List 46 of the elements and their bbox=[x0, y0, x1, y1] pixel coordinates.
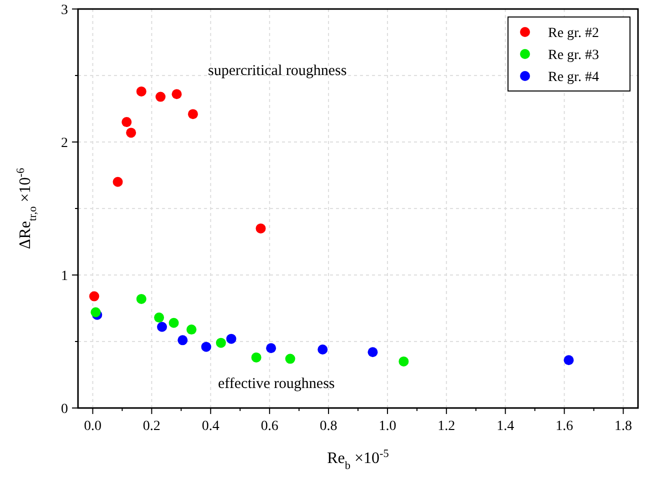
annotation: supercritical roughness bbox=[208, 63, 347, 79]
legend-label: Re gr. #2 bbox=[548, 26, 599, 41]
y-tick-label: 0 bbox=[61, 402, 68, 417]
x-tick-label: 1.2 bbox=[438, 419, 456, 434]
point bbox=[564, 355, 574, 366]
x-tick-label: 1.4 bbox=[496, 419, 514, 434]
point bbox=[285, 354, 296, 364]
point bbox=[90, 307, 101, 318]
point bbox=[178, 335, 188, 346]
point bbox=[368, 347, 378, 358]
x-tick-label: 0.4 bbox=[202, 419, 220, 434]
x-tick-label: 1.0 bbox=[378, 419, 396, 434]
x-tick-label: 1.6 bbox=[556, 419, 574, 434]
point bbox=[226, 334, 236, 344]
point bbox=[398, 356, 409, 366]
annotation: effective roughness bbox=[218, 376, 335, 392]
point bbox=[154, 312, 164, 323]
legend-label: Re gr. #3 bbox=[548, 48, 599, 63]
x-tick-label: 1.8 bbox=[614, 419, 632, 434]
point bbox=[168, 318, 179, 328]
x-tick-label: 0.8 bbox=[320, 419, 338, 434]
y-tick-label: 3 bbox=[61, 3, 68, 18]
point bbox=[318, 344, 328, 354]
y-tick-label: 1 bbox=[61, 269, 68, 284]
point bbox=[216, 338, 226, 348]
legend-label: Re gr. #4 bbox=[548, 70, 599, 85]
x-axis-title: Re$_{b}$ ×10$^{-5}$ bbox=[327, 448, 390, 472]
point bbox=[201, 342, 212, 352]
point bbox=[122, 117, 132, 128]
point bbox=[172, 89, 182, 100]
point bbox=[186, 324, 196, 335]
point bbox=[136, 294, 146, 304]
x-tick-label: 0.2 bbox=[142, 419, 160, 434]
x-tick-label: 0.6 bbox=[260, 419, 278, 434]
point bbox=[266, 343, 276, 354]
point bbox=[188, 109, 198, 120]
point bbox=[89, 291, 100, 302]
point bbox=[126, 128, 136, 138]
point bbox=[256, 223, 266, 234]
point bbox=[156, 92, 166, 102]
point bbox=[112, 176, 123, 187]
x-tick-label: 0.0 bbox=[84, 419, 102, 434]
point bbox=[136, 86, 146, 96]
y-tick-label: 2 bbox=[61, 136, 68, 151]
point bbox=[157, 322, 167, 332]
point bbox=[251, 352, 262, 362]
